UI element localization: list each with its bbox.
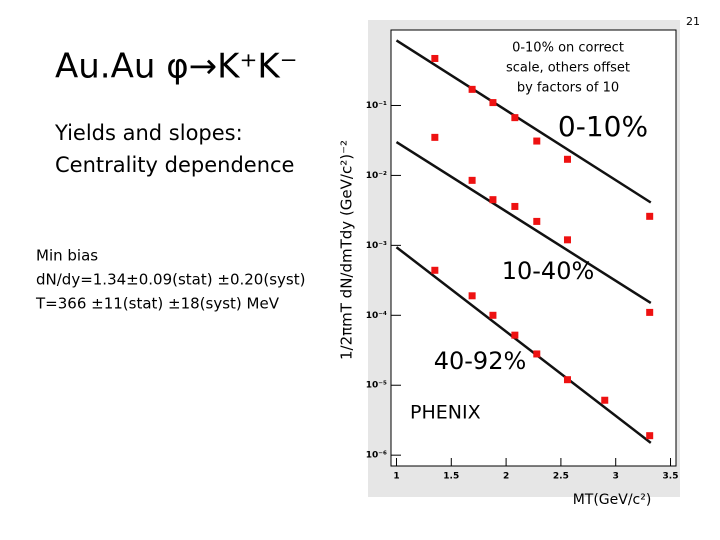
data-point xyxy=(563,236,571,244)
y-axis-label: 1/2πmT dN/dmTdy (GeV/c²)⁻² xyxy=(338,140,356,360)
y-tick-label: 10⁻¹ xyxy=(366,101,387,111)
x-tick-label: 2 xyxy=(503,472,509,482)
data-point xyxy=(489,311,497,319)
fit-line xyxy=(395,246,652,444)
x-tick-label: 3.5 xyxy=(663,472,679,482)
series-label: 40-92% xyxy=(434,347,527,375)
y-tick-label: 10⁻⁴ xyxy=(366,311,387,321)
data-point xyxy=(468,85,476,93)
fit-line xyxy=(395,140,652,305)
data-point xyxy=(511,331,519,339)
x-axis-label: MT(GeV/c²) xyxy=(573,492,652,508)
data-point xyxy=(646,308,654,316)
y-tick-label: 10⁻² xyxy=(366,171,387,181)
data-point xyxy=(489,196,497,204)
x-tick-label: 3 xyxy=(613,472,619,482)
data-point xyxy=(533,137,541,145)
data-point xyxy=(646,432,654,440)
page-number: 21 xyxy=(686,15,700,28)
info-line: dN/dy=1.34±0.09(stat) ±0.20(syst) xyxy=(36,271,305,289)
y-tick-label: 10⁻⁶ xyxy=(366,451,387,461)
slide-title: Au.Au φ→K⁺K⁻ xyxy=(55,47,298,87)
info-line: T=366 ±11(stat) ±18(syst) MeV xyxy=(35,295,280,313)
y-tick-label: 10⁻⁵ xyxy=(366,381,387,391)
note-line: by factors of 10 xyxy=(517,81,619,96)
data-point xyxy=(511,114,519,122)
data-point xyxy=(563,155,571,163)
note-line: 0-10% on correct xyxy=(512,41,624,56)
data-point xyxy=(533,217,541,225)
data-point xyxy=(468,176,476,184)
note-line: scale, others offset xyxy=(506,61,630,76)
subtitle-line: Centrality dependence xyxy=(55,153,294,177)
experiment-label: PHENIX xyxy=(410,402,481,424)
data-point xyxy=(431,133,439,141)
x-tick-label: 1.5 xyxy=(443,472,459,482)
series-label: 10-40% xyxy=(502,257,595,285)
x-tick-label: 1 xyxy=(393,472,399,482)
x-tick-label: 2.5 xyxy=(553,472,569,482)
data-point xyxy=(511,202,519,210)
data-point xyxy=(646,212,654,220)
y-tick-label: 10⁻³ xyxy=(366,241,387,251)
data-point xyxy=(533,350,541,358)
data-point xyxy=(601,396,609,404)
data-point xyxy=(468,292,476,300)
series-label: 0-10% xyxy=(558,110,648,143)
plot-frame xyxy=(390,29,677,467)
data-point xyxy=(431,54,439,62)
data-point xyxy=(431,266,439,274)
data-point xyxy=(489,99,497,107)
subtitle-line: Yields and slopes: xyxy=(54,121,243,145)
data-point xyxy=(563,376,571,384)
info-line: Min bias xyxy=(36,247,98,265)
fit-line xyxy=(395,39,652,204)
